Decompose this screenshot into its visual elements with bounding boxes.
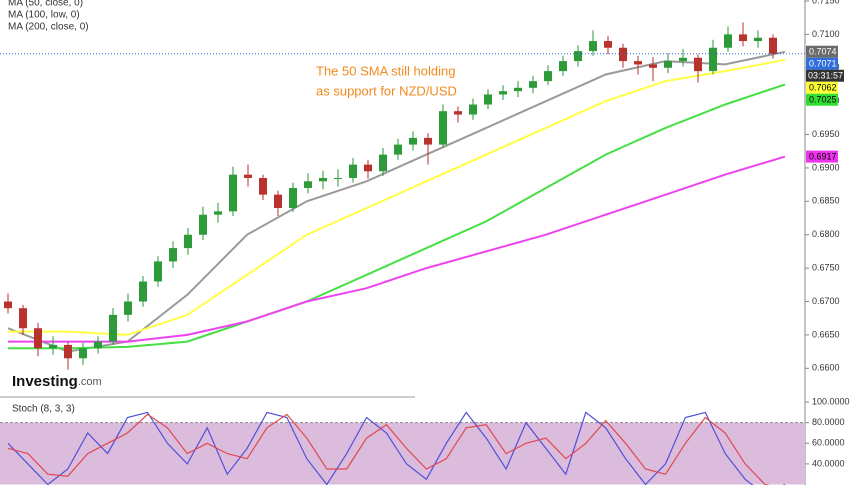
legend-entry: MA (50, close, 0) (8, 0, 83, 9)
y-tick-label: 0.6650 (812, 329, 840, 339)
legend-entry: MA (100, low, 0) (8, 10, 80, 21)
panel-title: Stoch (8, 3, 3) (12, 404, 75, 415)
candle-body (64, 344, 72, 359)
price-tag (806, 150, 838, 163)
price-tag-label: 0.7025 (809, 95, 837, 105)
oscillator-band (0, 422, 805, 485)
candle-body (349, 164, 357, 178)
logo-brand: Investing (12, 373, 78, 390)
candle-body (529, 81, 537, 88)
candle-body (19, 308, 27, 329)
annotation: The 50 SMA still holding (316, 63, 455, 78)
candle-body (559, 61, 567, 72)
price-tag-label: 0.7071 (809, 59, 837, 69)
logo-suffix: .com (78, 376, 102, 388)
candle-body (484, 94, 492, 105)
candle-body (409, 137, 417, 145)
candle-body (214, 211, 222, 215)
candle-body (364, 164, 372, 172)
candle-body (154, 261, 162, 282)
candle-body (334, 177, 342, 179)
price-tag-label: 0.6917 (809, 151, 837, 161)
moving-average (8, 83, 786, 350)
moving-average (7, 50, 786, 353)
y-tick-label: 0.6800 (812, 229, 840, 239)
candle-body (574, 51, 582, 62)
y-tick-label: 0.6700 (812, 296, 840, 306)
candle-body (304, 181, 312, 188)
moving-average (8, 58, 786, 336)
candle-body (274, 194, 282, 209)
candle-body (514, 87, 522, 92)
candle-body (634, 61, 642, 65)
annotation: as support for NZD/USD (316, 83, 457, 98)
y-tick-label: 40.0000 (812, 458, 845, 468)
y-tick-label: 60.0000 (812, 438, 845, 448)
candle-body (709, 47, 717, 72)
price-tag (806, 93, 838, 106)
candle-body (94, 341, 102, 349)
price-tag-label: 0.7062 (809, 83, 837, 93)
candle-body (469, 104, 477, 115)
candle-body (544, 71, 552, 82)
candle-body (169, 248, 177, 262)
candle-body (79, 348, 87, 359)
candle-body (124, 301, 132, 315)
price-tag (806, 57, 838, 70)
candle-body (109, 314, 117, 342)
y-tick-label: 0.7150 (812, 0, 840, 5)
candle-body (199, 214, 207, 235)
candle-body (49, 344, 57, 349)
candle-body (184, 234, 192, 249)
candle-body (4, 301, 12, 309)
candle-body (139, 281, 147, 302)
candle-body (649, 64, 657, 68)
y-tick-label: 0.6950 (812, 129, 840, 139)
candle-body (424, 137, 432, 145)
y-tick-label: 0.6750 (812, 262, 840, 272)
candle-body (439, 111, 447, 145)
candle-body (754, 37, 762, 42)
countdown-label: 03:31:57 (808, 71, 843, 81)
price-tag (806, 81, 838, 94)
candle-body (394, 144, 402, 155)
y-tick-label: 100.0000 (812, 396, 850, 406)
candle-body (724, 34, 732, 48)
stoch-line (7, 411, 786, 485)
candle-body (379, 154, 387, 172)
candle-body (34, 328, 42, 349)
candle-body (679, 57, 687, 62)
candle-body (619, 47, 627, 62)
logo: Investing.com (12, 373, 102, 390)
candle-body (289, 187, 297, 209)
candle-body (244, 174, 252, 178)
legend-entry: MA (200, close, 0) (8, 22, 89, 33)
candle-body (259, 177, 267, 195)
y-tick-label: 0.6900 (812, 162, 840, 172)
stoch-line (7, 413, 770, 485)
candle-body (664, 61, 672, 68)
candle-body (454, 111, 462, 115)
y-tick-label: 80.0000 (812, 417, 845, 427)
price-tag-label: 0.7074 (809, 47, 837, 57)
candle-body (319, 177, 327, 182)
candle-body (604, 41, 612, 48)
candle-body (229, 174, 237, 212)
candle-body (589, 41, 597, 52)
price-tag (806, 45, 838, 58)
y-tick-label: 0.6600 (812, 363, 840, 373)
candle-body (694, 57, 702, 72)
y-tick-label: 0.6850 (812, 196, 840, 206)
candle-body (499, 91, 507, 95)
y-tick-label: 0.7100 (812, 29, 840, 39)
moving-average (8, 155, 786, 343)
countdown-tag (806, 69, 844, 82)
candle-body (739, 34, 747, 42)
candle-body (769, 37, 777, 54)
